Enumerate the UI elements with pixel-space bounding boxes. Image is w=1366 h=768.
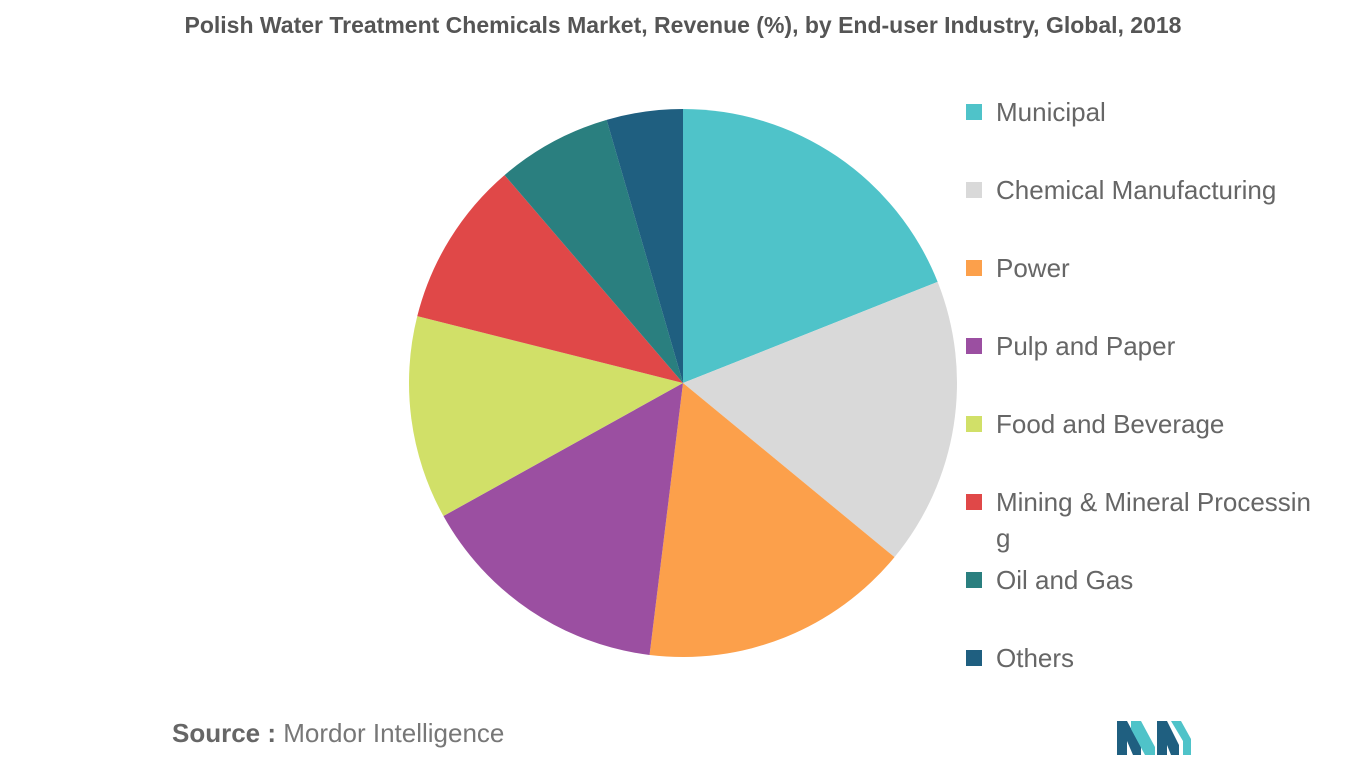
chart-title: Polish Water Treatment Chemicals Market,… [184,12,1182,38]
legend-item-power: Power [966,250,1326,328]
legend-swatch [966,650,982,666]
pie-slice-others [606,109,683,383]
source-prefix: Source : [172,718,277,748]
legend-item-pulp-and-paper: Pulp and Paper [966,328,1326,406]
legend-item-mining-mineral-processing: Mining & Mineral Processing [966,484,1326,562]
legend-swatch [966,182,982,198]
legend-label: Mining & Mineral Processing [996,487,1312,553]
mordor-intelligence-logo-icon [1117,721,1191,755]
legend-label: Others [996,643,1075,673]
legend-item-oil-and-gas: Oil and Gas [966,562,1326,640]
legend-label: Chemical Manufacturing [996,175,1277,205]
legend-swatch [966,494,982,510]
legend-label: Pulp and Paper [996,331,1176,361]
legend-label: Municipal [996,97,1106,127]
legend-item-municipal: Municipal [966,94,1326,172]
legend-swatch [966,104,982,120]
legend-swatch [966,572,982,588]
source-name: Mordor Intelligence [283,718,505,748]
pie-slice-oil-and-gas [504,119,683,384]
legend-swatch [966,260,982,276]
legend-label: Food and Beverage [996,409,1225,439]
legend-item-chemical-manufacturing: Chemical Manufacturing [966,172,1326,250]
legend-swatch [966,416,982,432]
pie-slice-power [649,383,895,657]
legend-label: Power [996,253,1070,283]
pie-slice-mining-mineral-processing [417,175,683,383]
legend: Municipal Chemical Manufacturing Power P… [966,94,1326,718]
legend-item-food-and-beverage: Food and Beverage [966,406,1326,484]
legend-swatch [966,338,982,354]
legend-label: Oil and Gas [996,565,1134,595]
pie-slice-chemical-manufacturing [683,281,958,558]
pie-slice-food-and-beverage [408,316,683,517]
legend-item-others: Others [966,640,1326,718]
pie-slice-municipal [683,109,938,383]
source-note: Source : Mordor Intelligence [172,718,504,749]
pie-slice-pulp-and-paper [443,383,683,655]
